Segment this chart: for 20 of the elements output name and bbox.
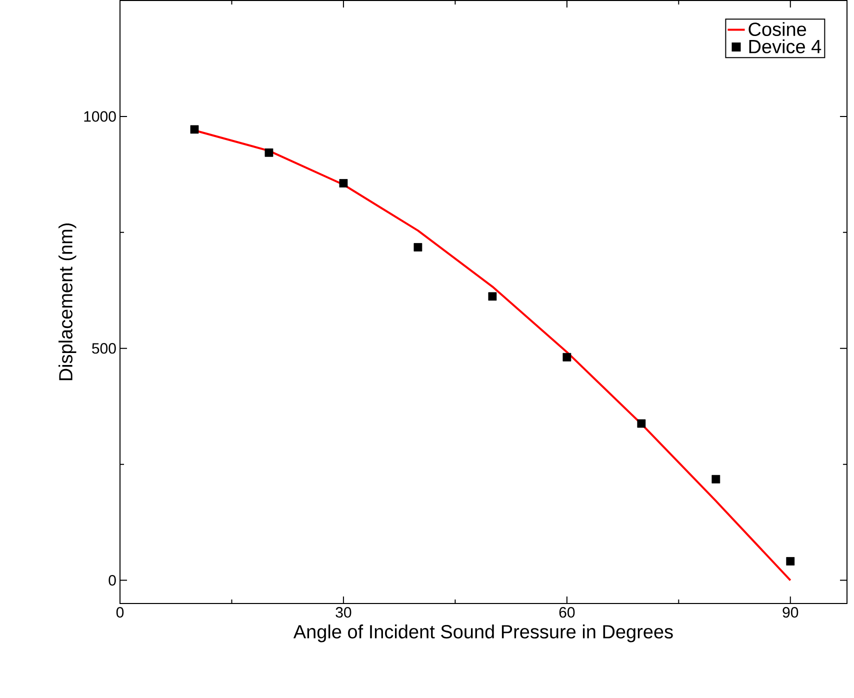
- x-axis-title: Angle of Incident Sound Pressure in Degrees: [293, 624, 673, 642]
- y-tick-label: 0: [108, 574, 116, 586]
- x-tick-label: 90: [782, 606, 798, 618]
- point: [488, 292, 497, 300]
- legend-label: Device 4: [749, 39, 822, 54]
- x-tick-label: 30: [336, 606, 352, 618]
- point: [190, 125, 199, 134]
- point: [414, 242, 422, 252]
- point: [562, 352, 572, 362]
- y-axis-title: Displacement (nm): [58, 223, 76, 380]
- x-tick-label: 60: [559, 606, 575, 618]
- legend-label: Cosine: [748, 22, 806, 36]
- point: [264, 148, 274, 157]
- point: [712, 474, 720, 484]
- y-tick-label: 1000: [84, 110, 116, 122]
- point: [786, 556, 795, 566]
- y-tick-label: 500: [92, 342, 116, 354]
- x-tick-label: 0: [116, 606, 124, 618]
- point: [339, 178, 348, 188]
- point: [637, 419, 646, 428]
